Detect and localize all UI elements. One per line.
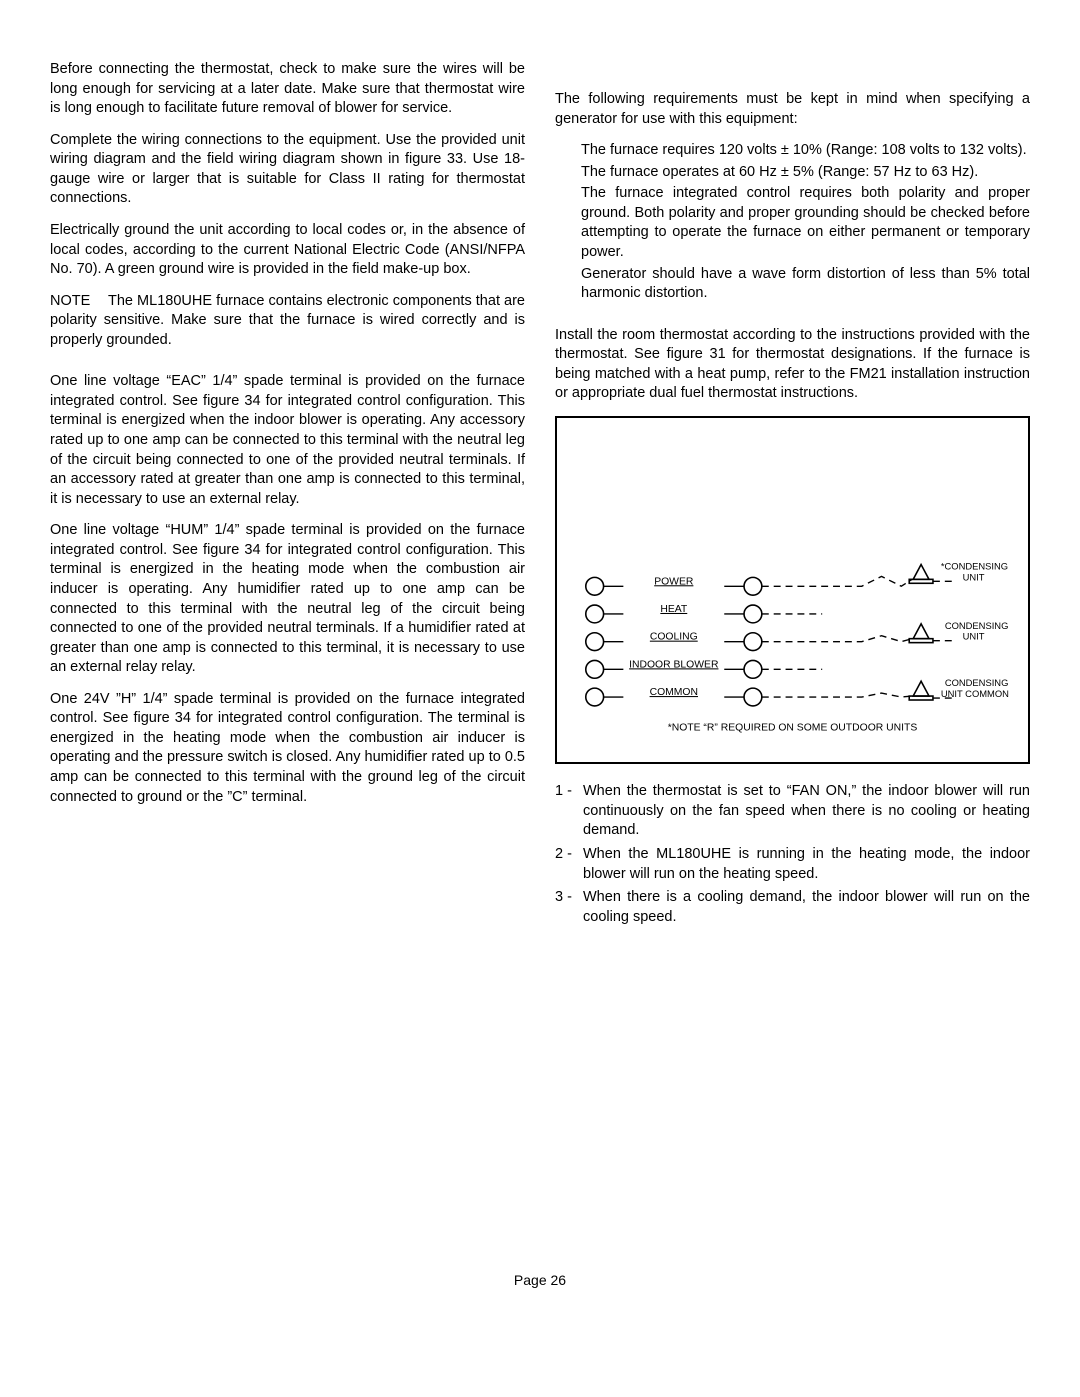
- bullet-item: The furnace operates at 60 Hz ± 5% (Rang…: [581, 163, 1030, 183]
- list-text: When the ML180UHE is running in the heat…: [583, 845, 1030, 884]
- list-item: 3 - When there is a cooling demand, the …: [555, 888, 1030, 927]
- list-item: 1 - When the thermostat is set to “FAN O…: [555, 782, 1030, 841]
- page-number: Page 26: [50, 1271, 1030, 1290]
- para: Install the room thermostat according to…: [555, 326, 1030, 404]
- fig-label-cu3a: CONDENSING: [945, 677, 1009, 688]
- note-para: NOTEThe ML180UHE furnace contains electr…: [50, 292, 525, 351]
- list-text: When there is a cooling demand, the indo…: [583, 888, 1030, 927]
- bullet-item: The furnace integrated control requires …: [581, 184, 1030, 262]
- list-item: 2 - When the ML180UHE is running in the …: [555, 845, 1030, 884]
- fig-note: *NOTE “R” REQUIRED ON SOME OUTDOOR UNITS: [668, 723, 918, 734]
- fig-label-cu1b: UNIT: [963, 571, 985, 582]
- para: Before connecting the thermostat, check …: [50, 60, 525, 119]
- bullet-item: Generator should have a wave form distor…: [581, 265, 1030, 304]
- note-text: The ML180UHE furnace contains electronic…: [50, 293, 525, 348]
- fig-label-cu1a: *CONDENSING: [941, 560, 1008, 571]
- right-column: The following requirements must be kept …: [555, 60, 1030, 931]
- bullet-list: The furnace requires 120 volts ± 10% (Ra…: [555, 141, 1030, 304]
- para: The following requirements must be kept …: [555, 90, 1030, 129]
- fig-label-cu2a: CONDENSING: [945, 620, 1009, 631]
- note-label: NOTE: [50, 292, 108, 312]
- fig-label-power: POWER: [654, 576, 694, 587]
- list-text: When the thermostat is set to “FAN ON,” …: [583, 782, 1030, 841]
- fig-label-cooling: COOLING: [650, 632, 698, 643]
- bullet-item: The furnace requires 120 volts ± 10% (Ra…: [581, 141, 1030, 161]
- list-number: 3 -: [555, 888, 583, 927]
- wiring-figure: POWER HEAT COOLING INDOOR BLOWER COMMON …: [555, 416, 1030, 764]
- fig-label-cu3b: UNIT COMMON: [941, 688, 1009, 699]
- para: One line voltage “EAC” 1/4” spade termin…: [50, 372, 525, 509]
- fig-label-blower: INDOOR BLOWER: [629, 659, 719, 670]
- para: Complete the wiring connections to the e…: [50, 131, 525, 209]
- wiring-svg: POWER HEAT COOLING INDOOR BLOWER COMMON …: [565, 428, 1020, 754]
- para: One 24V ”H” 1/4” spade terminal is provi…: [50, 690, 525, 807]
- numbered-list: 1 - When the thermostat is set to “FAN O…: [555, 782, 1030, 927]
- list-number: 1 -: [555, 782, 583, 841]
- two-column-layout: Before connecting the thermostat, check …: [50, 60, 1030, 931]
- fig-label-cu2b: UNIT: [963, 631, 985, 642]
- left-column: Before connecting the thermostat, check …: [50, 60, 525, 931]
- fig-label-common: COMMON: [650, 687, 698, 698]
- list-number: 2 -: [555, 845, 583, 884]
- para: Electrically ground the unit according t…: [50, 221, 525, 280]
- para: One line voltage “HUM” 1/4” spade termin…: [50, 521, 525, 678]
- fig-label-heat: HEAT: [660, 604, 688, 615]
